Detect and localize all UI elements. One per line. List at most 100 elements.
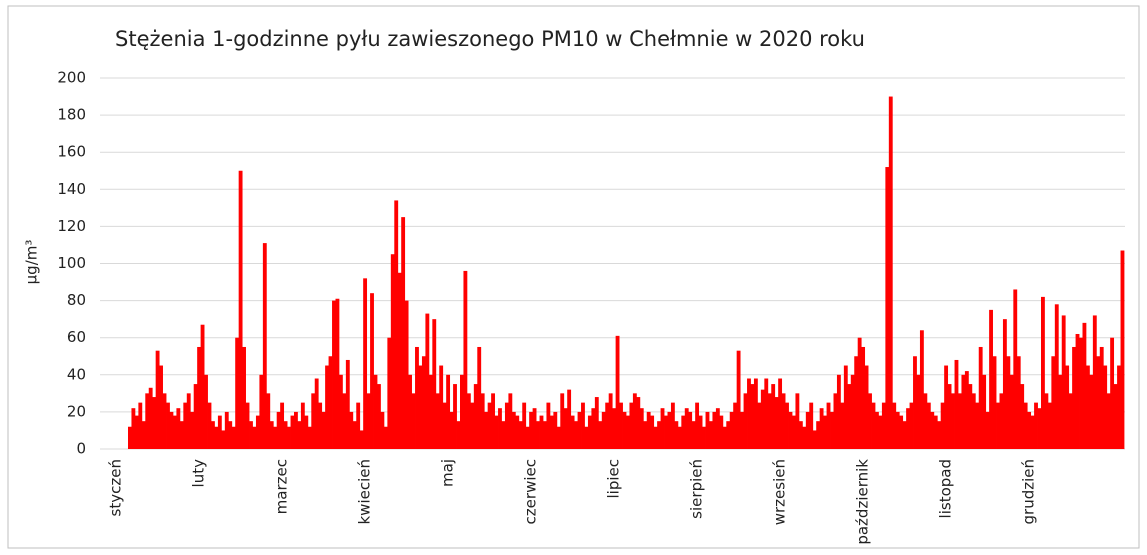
bar (702, 426, 706, 449)
bar (971, 393, 976, 449)
bar (318, 402, 323, 449)
bar (186, 393, 191, 449)
bar (159, 365, 163, 449)
bar (466, 393, 471, 449)
bar (345, 359, 350, 449)
bar (726, 421, 731, 449)
bar (601, 411, 606, 449)
bar (1047, 402, 1052, 449)
bar (321, 411, 326, 449)
bar (1016, 356, 1021, 449)
bar (577, 411, 582, 449)
bar (518, 421, 523, 449)
bar (947, 384, 952, 449)
bar (155, 350, 160, 449)
bar (940, 402, 945, 449)
bar (1096, 356, 1101, 449)
bar (812, 430, 817, 449)
bar (491, 393, 495, 449)
bar (1041, 296, 1045, 449)
bar (446, 374, 451, 449)
bar (449, 411, 454, 449)
bar (283, 421, 288, 449)
bar (1089, 374, 1094, 449)
bar (390, 254, 395, 449)
bar (311, 393, 316, 449)
bar (764, 378, 769, 449)
bar (287, 426, 291, 449)
bar (193, 384, 198, 449)
bar (989, 309, 993, 449)
bar (356, 402, 361, 449)
bar (307, 426, 312, 449)
bar (359, 430, 364, 449)
bar (653, 426, 658, 449)
x-tick-label: czerwiec (522, 459, 540, 524)
bar (1106, 393, 1111, 449)
bar (830, 411, 834, 449)
bar (197, 346, 202, 449)
x-tick-label: luty (190, 459, 208, 488)
bar (529, 411, 534, 449)
bar (743, 393, 748, 449)
bar (985, 411, 990, 449)
bar (397, 272, 402, 449)
bar (1075, 333, 1080, 449)
bar (255, 415, 260, 449)
bar (753, 378, 758, 449)
bar (805, 411, 810, 449)
bar (543, 421, 547, 449)
bar (228, 421, 233, 449)
bar (722, 426, 727, 449)
y-tick-label: 200 (57, 69, 86, 87)
bar (145, 393, 150, 449)
bar (1117, 365, 1121, 449)
bar (975, 402, 980, 449)
bar (453, 384, 457, 449)
bar (508, 393, 513, 449)
bar (1085, 365, 1090, 449)
bar (387, 337, 392, 449)
bar (1013, 289, 1018, 449)
bar (847, 384, 852, 449)
x-tick-label: wrzesień (771, 459, 789, 525)
bar (532, 408, 537, 449)
bar (276, 411, 281, 449)
bar (1030, 415, 1035, 449)
bar (214, 426, 219, 449)
bar (875, 411, 879, 449)
bar (857, 337, 862, 449)
bar (504, 402, 509, 449)
bar (211, 421, 215, 449)
bar (622, 411, 627, 449)
bar (802, 426, 807, 449)
bar (795, 393, 800, 449)
bar (501, 421, 506, 449)
y-tick-label: 120 (57, 217, 86, 235)
bar (878, 415, 883, 449)
bar (961, 374, 966, 449)
bar (636, 397, 641, 449)
bar (982, 374, 987, 449)
bar (484, 411, 489, 449)
bar (314, 378, 319, 449)
bar (456, 421, 461, 449)
bar (224, 411, 229, 449)
bar (1103, 365, 1108, 449)
y-tick-label: 160 (57, 143, 86, 161)
bar (688, 411, 693, 449)
y-tick-label: 40 (67, 365, 86, 383)
bar (380, 411, 385, 449)
bar (1020, 384, 1025, 449)
bar (567, 389, 572, 449)
bar (674, 421, 679, 449)
bar (408, 374, 412, 449)
bar (1051, 356, 1056, 449)
bar (1068, 393, 1073, 449)
bar (951, 393, 955, 449)
bar (342, 393, 347, 449)
bar (843, 365, 848, 449)
bar (664, 415, 668, 449)
bar (172, 415, 177, 449)
